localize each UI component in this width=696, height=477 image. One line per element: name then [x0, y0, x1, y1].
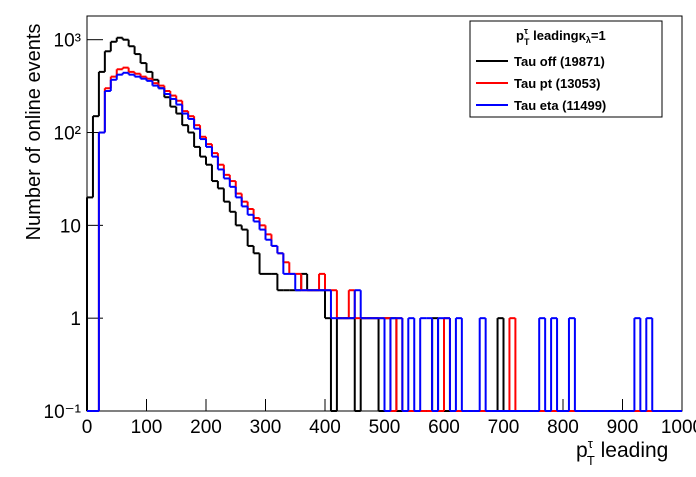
legend-label: Tau off (19871) — [514, 54, 605, 69]
x-tick-label: 300 — [250, 417, 282, 438]
x-tick-label: 700 — [488, 417, 520, 438]
y-tick-label: 10⁻¹ — [44, 402, 82, 423]
x-tick-label: 400 — [309, 417, 341, 438]
legend-title-text: leading — [529, 28, 578, 43]
x-tick-label: 900 — [607, 417, 639, 438]
legend-label: Tau pt (13053) — [514, 76, 600, 91]
x-tick-label: 0 — [82, 417, 93, 438]
y-tick-label: 1 — [70, 309, 81, 330]
histogram-series — [87, 71, 682, 412]
x-tick-label: 1000 — [661, 417, 696, 438]
y-tick-label: 10 — [60, 216, 81, 237]
x-label-base: p — [576, 439, 588, 462]
x-tick-label: 500 — [369, 417, 401, 438]
legend-title-base: p — [516, 28, 524, 43]
legend: pτ T leadingκλ=1 Tau off (19871) Tau pt (1… — [469, 20, 663, 118]
x-axis-label: pτ T leading — [576, 436, 668, 468]
legend-title-tail: =1 — [591, 28, 606, 43]
y-tick-label: 10³ — [54, 31, 81, 52]
x-label-sup: τ — [588, 436, 594, 451]
x-tick-label: 200 — [190, 417, 222, 438]
y-axis-label: Number of online events — [23, 24, 45, 241]
legend-title: pτ T leadingκλ=1 — [516, 26, 606, 47]
x-tick-label: 600 — [428, 417, 460, 438]
legend-label: Tau eta (11499) — [514, 98, 606, 113]
legend-box — [469, 20, 663, 118]
legend-title-sub: T — [524, 37, 530, 47]
legend-title-sup: τ — [524, 26, 528, 36]
x-tick-label: 800 — [547, 417, 579, 438]
x-tick-label: 100 — [131, 417, 163, 438]
legend-title-kappa-sub: λ — [586, 35, 591, 45]
x-label-text: leading — [595, 439, 669, 462]
legend-title-kappa: κ — [579, 28, 587, 43]
x-label-sub: T — [587, 453, 595, 468]
y-tick-label: 10² — [54, 124, 81, 145]
